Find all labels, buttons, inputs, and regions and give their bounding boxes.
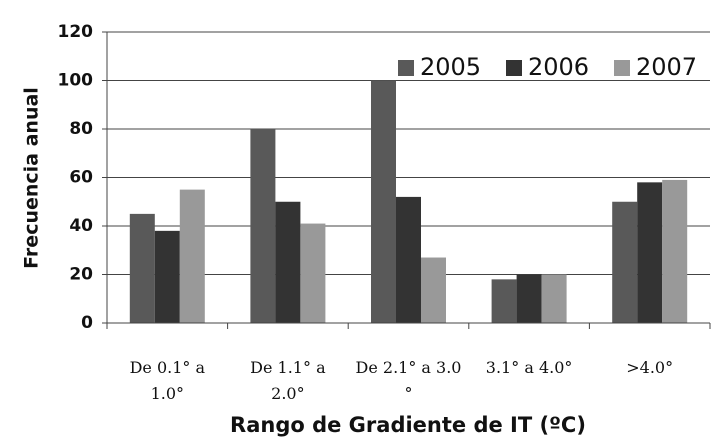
bar: [179, 189, 205, 323]
x-tick-label: De 1.1° a 2.0°: [250, 358, 326, 403]
y-tick-label: 0: [81, 313, 93, 333]
x-axis-label: Rango de Gradiente de IT (ºC): [230, 413, 586, 437]
bar: [637, 182, 663, 323]
bar: [371, 80, 396, 323]
bar: [541, 274, 567, 323]
y-tick-label: 120: [58, 22, 94, 42]
bar: [396, 196, 421, 323]
bar: [662, 179, 688, 323]
bar: [154, 230, 180, 323]
bar: [421, 257, 446, 323]
legend-label: 2007: [636, 53, 697, 81]
y-axis-label: Frecuencia anual: [21, 87, 43, 269]
bar: [516, 274, 542, 323]
legend-label: 2005: [420, 53, 481, 81]
legend-label: 2006: [528, 53, 589, 81]
legend-swatch: [398, 60, 414, 76]
y-tick-label: 40: [69, 216, 93, 236]
x-tick-label: De 2.1° a 3.0 °: [355, 358, 462, 403]
y-tick-label: 20: [69, 265, 93, 285]
bar: [491, 279, 517, 323]
x-tick-label: De 0.1° a 1.0°: [129, 358, 206, 403]
y-tick-label: 80: [69, 119, 93, 139]
bar: [250, 129, 276, 323]
legend-swatch: [614, 60, 630, 76]
bar: [612, 201, 638, 323]
legend-swatch: [506, 60, 522, 76]
bar: [129, 213, 155, 323]
bar: [300, 223, 326, 323]
x-tick-label: >4.0°: [626, 358, 674, 377]
x-tick-label: 3.1° a 4.0°: [485, 358, 573, 377]
bar: [275, 201, 301, 323]
y-tick-label: 100: [58, 71, 94, 91]
y-tick-label: 60: [69, 168, 93, 188]
